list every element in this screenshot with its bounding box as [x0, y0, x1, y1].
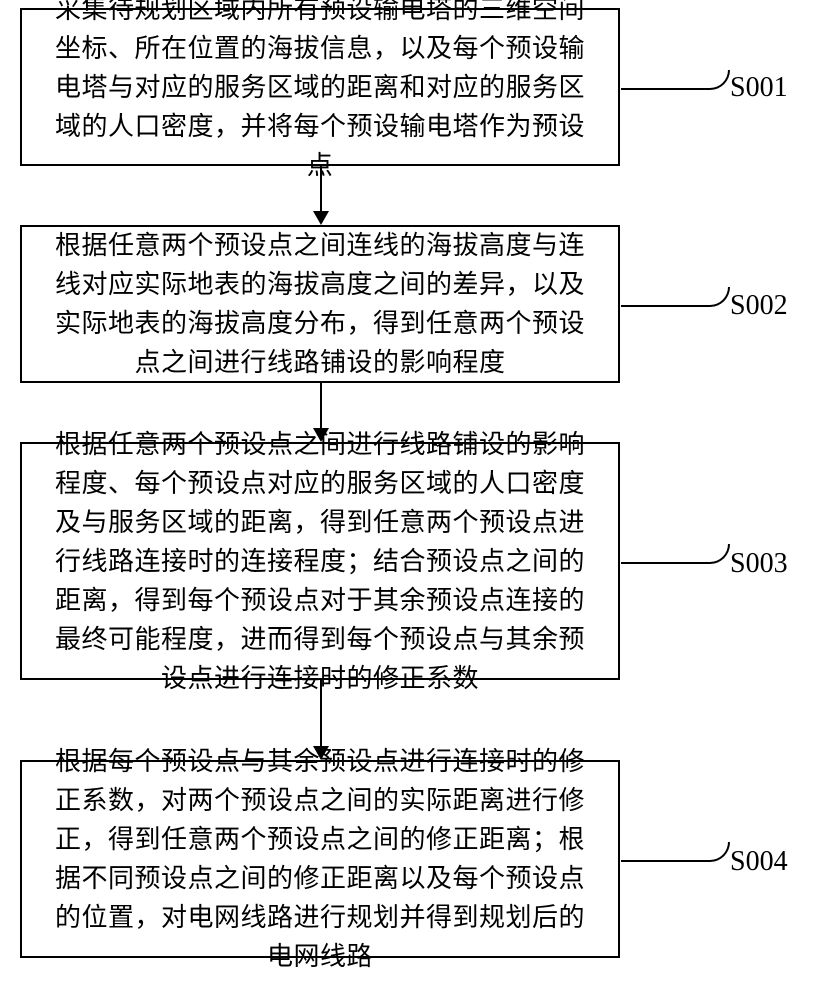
flowchart-step-label: S003 [730, 548, 788, 580]
flowchart-arrow-head [313, 746, 329, 760]
flowchart-arrow-line [320, 166, 322, 211]
flowchart-arrow-line [320, 680, 322, 746]
connector-line [621, 562, 700, 564]
flowchart-arrow-line [320, 383, 322, 428]
flowchart-step-text: 根据任意两个预设点之间连线的海拔高度与连线对应实际地表的海拔高度之间的差异，以及… [42, 226, 598, 382]
flowchart-step-text: 根据任意两个预设点之间进行线路铺设的影响程度、每个预设点对应的服务区域的人口密度… [42, 425, 598, 698]
flowchart-arrow-head [313, 211, 329, 225]
flowchart-step-text: 采集待规划区域内所有预设输电塔的三维空间坐标、所在位置的海拔信息，以及每个预设输… [42, 0, 598, 185]
flowchart-step-box: 根据每个预设点与其余预设点进行连接时的修正系数，对两个预设点之间的实际距离进行修… [20, 760, 620, 958]
connector-line [621, 88, 700, 90]
flowchart-step-box: 根据任意两个预设点之间进行线路铺设的影响程度、每个预设点对应的服务区域的人口密度… [20, 442, 620, 680]
connector-curve [700, 287, 730, 307]
flowchart-step-box: 根据任意两个预设点之间连线的海拔高度与连线对应实际地表的海拔高度之间的差异，以及… [20, 225, 620, 383]
connector-curve [700, 70, 730, 90]
connector-line [621, 860, 700, 862]
flowchart-step-box: 采集待规划区域内所有预设输电塔的三维空间坐标、所在位置的海拔信息，以及每个预设输… [20, 8, 620, 166]
flowchart-step-label: S002 [730, 290, 788, 322]
flowchart-arrow-head [313, 428, 329, 442]
connector-curve [700, 544, 730, 564]
flowchart-step-label: S004 [730, 846, 788, 878]
flowchart-step-text: 根据每个预设点与其余预设点进行连接时的修正系数，对两个预设点之间的实际距离进行修… [42, 742, 598, 976]
connector-line [621, 305, 700, 307]
connector-curve [700, 842, 730, 862]
flowchart-step-label: S001 [730, 72, 788, 104]
